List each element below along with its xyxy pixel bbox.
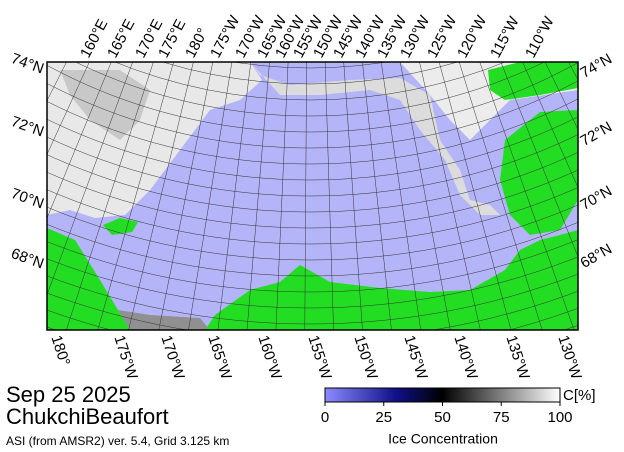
meridian xyxy=(522,62,578,189)
land-alaska-canada xyxy=(205,230,578,330)
graticule xyxy=(0,0,624,330)
meridian xyxy=(343,62,363,330)
parallel xyxy=(47,169,578,229)
colorbar-tick-label: 25 xyxy=(375,409,392,426)
parallel xyxy=(47,239,578,293)
colorbar-unit: C[%] xyxy=(563,387,596,404)
parallel xyxy=(75,62,545,117)
right-label: 74°N xyxy=(577,50,615,81)
left-label: 74°N xyxy=(9,50,46,77)
meridian xyxy=(217,62,252,330)
bottom-label: 160°W xyxy=(254,333,284,382)
bottom-label: 140°W xyxy=(450,333,480,382)
left-label: 70°N xyxy=(9,185,46,212)
parallel xyxy=(47,187,578,245)
bottom-label: 130°W xyxy=(554,333,584,382)
parallel xyxy=(47,134,578,197)
top-label: 120°W xyxy=(454,12,491,61)
meridian xyxy=(438,62,512,330)
bottom-label: 145°W xyxy=(400,333,430,382)
source: ASI (from AMSR2) ver. 5.4, Grid 3.125 km xyxy=(6,434,229,448)
meridian xyxy=(246,62,270,330)
meridian xyxy=(47,62,133,296)
meridian xyxy=(128,62,194,330)
date: Sep 25 2025 xyxy=(6,382,131,407)
meridian xyxy=(304,62,307,330)
colorbar-label: Ice Concentration xyxy=(388,431,498,447)
bottom-label: 180° xyxy=(47,333,73,368)
land-wrangel xyxy=(103,218,138,235)
parallel xyxy=(47,256,578,309)
bottom-label: 165°W xyxy=(204,333,234,382)
map-frame xyxy=(46,61,579,331)
bottom-label: 150°W xyxy=(350,333,380,382)
parallel xyxy=(47,62,578,133)
colorbar-ticks: 0 25 50 75 100 xyxy=(321,402,573,426)
meridian xyxy=(47,62,112,219)
sea-ice-west-inner xyxy=(60,70,150,140)
meridian xyxy=(601,0,624,195)
meridian xyxy=(458,62,543,330)
parallel xyxy=(47,151,578,213)
land-victoria xyxy=(500,110,578,235)
parallel xyxy=(47,80,578,149)
meridian xyxy=(479,62,575,330)
land-mask xyxy=(118,310,210,330)
bottom-label: 135°W xyxy=(502,333,532,382)
right-label: 70°N xyxy=(577,182,615,213)
parallel xyxy=(114,62,506,101)
meridian xyxy=(97,62,174,330)
parallel xyxy=(47,221,578,277)
parallel xyxy=(232,62,388,69)
meridian xyxy=(66,62,154,330)
colorbar-tick-label: 0 xyxy=(321,409,329,426)
region: ChukchiBeaufort xyxy=(6,404,169,429)
left-label: 72°N xyxy=(9,113,46,140)
parallel xyxy=(47,116,578,181)
top-label: 110°W xyxy=(522,13,558,61)
meridian xyxy=(158,62,214,330)
right-label: 68°N xyxy=(577,240,615,271)
left-label: 68°N xyxy=(9,245,46,272)
meridian xyxy=(613,0,624,174)
land-banks xyxy=(488,62,578,100)
meridian xyxy=(0,0,14,187)
meridian xyxy=(362,62,392,330)
colorbar-tick-label: 50 xyxy=(434,409,451,426)
meridian xyxy=(0,0,2,166)
top-label: 180° xyxy=(182,25,212,60)
colorbar-tick-label: 100 xyxy=(547,409,572,426)
parallel xyxy=(47,98,578,165)
meridian xyxy=(419,62,481,330)
meridian xyxy=(380,62,422,330)
map-area xyxy=(0,0,624,330)
right-label: 72°N xyxy=(577,118,615,149)
meridian xyxy=(275,62,289,330)
bottom-label: 170°W xyxy=(157,333,187,382)
meridian xyxy=(0,0,27,208)
parallel xyxy=(47,204,578,261)
meridian xyxy=(500,62,578,258)
meridian xyxy=(399,62,451,330)
meridian xyxy=(188,62,233,330)
top-label: 115°W xyxy=(487,13,523,61)
parallel xyxy=(47,273,578,325)
parallel xyxy=(162,62,458,85)
land-chukotka xyxy=(47,228,130,330)
bottom-label: 175°W xyxy=(110,333,140,382)
colorbar xyxy=(324,387,561,403)
meridian xyxy=(324,62,334,330)
colorbar-tick-label: 75 xyxy=(493,409,510,426)
bottom-label: 155°W xyxy=(304,333,334,382)
